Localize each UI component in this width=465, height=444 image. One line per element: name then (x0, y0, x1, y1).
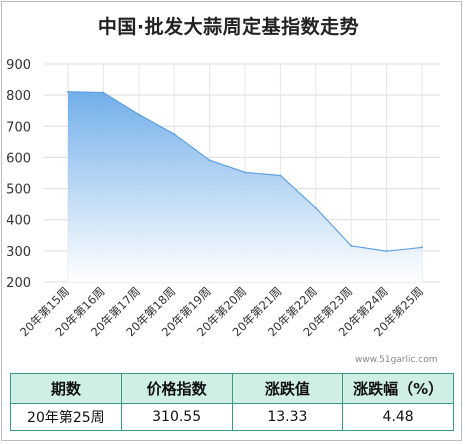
data-point (385, 250, 388, 253)
y-tick-label: 800 (6, 89, 31, 104)
y-tick-label: 600 (6, 151, 31, 166)
cell-change-percent: 4.48 (342, 403, 454, 431)
data-point (314, 206, 317, 209)
data-point (279, 174, 282, 177)
cell-change-value: 13.33 (231, 403, 344, 431)
data-point (173, 133, 176, 136)
x-axis: 20年第15周20年第16周20年第17周20年第18周20年第19周20年第2… (17, 284, 426, 339)
data-point (350, 244, 353, 247)
cell-period: 20年第25周 (10, 403, 122, 431)
header-change-percent: 涨跌幅（%） (342, 373, 454, 404)
y-axis: 200 300 400 500 600 700 800 900 (6, 58, 31, 291)
header-price-index: 价格指数 (120, 373, 233, 404)
series (67, 90, 423, 283)
summary-table: 期数 价格指数 涨跌值 涨跌幅（%） 20年第25周 310.55 13.33 … (10, 373, 454, 431)
y-tick-label: 700 (6, 120, 31, 135)
data-point (137, 113, 140, 116)
data-point (421, 246, 423, 249)
area-chart: 200 300 400 500 600 700 800 900 20年第15周20年第16周2… (6, 58, 440, 339)
y-tick-label: 300 (6, 245, 31, 260)
data-point (208, 159, 211, 162)
data-point (102, 91, 105, 94)
area-fill (68, 91, 422, 283)
cell-price-index: 310.55 (120, 403, 233, 431)
header-period: 期数 (10, 373, 122, 404)
y-tick-label: 500 (6, 183, 31, 198)
chart-title: 中国·批发大蒜周定基指数走势 (97, 16, 360, 38)
data-point (244, 171, 246, 174)
data-point (67, 90, 69, 93)
header-change-value: 涨跌值 (231, 373, 344, 404)
watermark: www.51garlic.com (355, 355, 438, 365)
summary-data-row: 20年第25周 310.55 13.33 4.48 (10, 403, 454, 431)
y-tick-label: 900 (6, 58, 31, 73)
y-tick-label: 400 (6, 214, 31, 229)
summary-header-row: 期数 价格指数 涨跌值 涨跌幅（%） (10, 373, 454, 404)
y-tick-label: 200 (6, 276, 31, 291)
